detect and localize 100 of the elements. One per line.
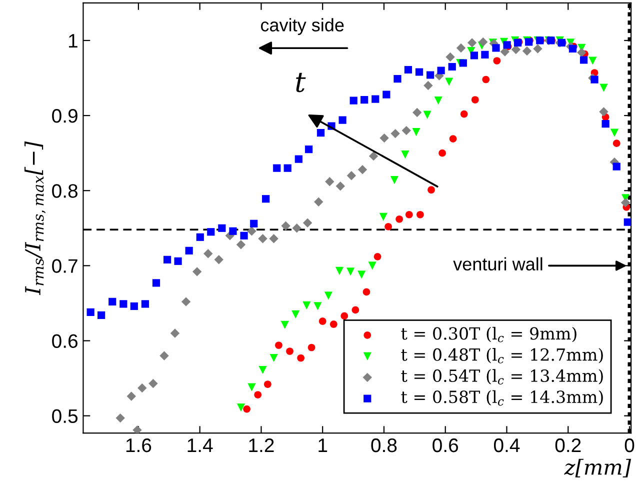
point	[448, 62, 456, 71]
point	[132, 425, 142, 434]
point	[120, 300, 128, 308]
point	[240, 232, 248, 240]
x-tick-label: 1.4	[188, 438, 213, 452]
legend-label: t = 0.54T (l$_{c}$ = 13.4mm)	[401, 369, 603, 385]
point	[428, 186, 435, 194]
point	[368, 262, 376, 270]
point	[302, 218, 312, 228]
point	[318, 318, 326, 325]
y-axis-title: I$_{rms}$/I$_{rms,max}$[−]	[24, 141, 46, 296]
point	[437, 66, 445, 74]
point	[262, 195, 270, 203]
point	[204, 249, 213, 258]
point	[86, 308, 94, 316]
point	[533, 44, 542, 54]
point	[368, 151, 378, 161]
point	[214, 255, 224, 264]
point	[449, 135, 457, 142]
point	[243, 405, 250, 413]
point	[492, 44, 500, 52]
point	[275, 342, 282, 349]
point	[481, 50, 489, 59]
x-axis-title: z[mm]	[564, 458, 632, 478]
point	[470, 52, 478, 60]
point	[126, 392, 136, 401]
y-tick-label: 0.8	[52, 184, 78, 198]
point	[346, 268, 355, 276]
legend-label: t = 0.58T (l$_{c}$ = 14.3mm)	[401, 390, 603, 406]
point	[314, 197, 324, 206]
point	[294, 155, 302, 163]
point	[284, 164, 292, 172]
point	[207, 228, 215, 236]
point	[181, 297, 191, 306]
point	[358, 270, 366, 279]
point	[415, 68, 424, 76]
point	[229, 227, 237, 235]
point	[390, 128, 400, 138]
point	[218, 224, 226, 232]
point	[336, 181, 345, 191]
point	[270, 354, 278, 362]
point	[590, 76, 598, 84]
point	[434, 96, 442, 105]
point	[314, 302, 322, 310]
x-tick-label: 0.6	[432, 438, 458, 452]
point	[612, 140, 620, 147]
point	[600, 84, 608, 92]
point	[130, 302, 138, 310]
point	[580, 56, 588, 64]
point	[396, 215, 403, 223]
point	[456, 43, 466, 53]
point	[416, 210, 424, 218]
point	[254, 391, 262, 398]
point	[412, 108, 422, 118]
x-tick-label: 1.2	[249, 438, 274, 452]
point	[405, 210, 413, 218]
point	[446, 52, 455, 62]
point	[174, 257, 182, 265]
point	[599, 107, 608, 116]
point	[281, 221, 290, 230]
point	[352, 306, 360, 314]
point	[423, 110, 432, 119]
point	[148, 378, 158, 388]
point	[258, 234, 268, 244]
point	[280, 320, 289, 330]
point	[308, 344, 316, 352]
x-tick-label: 0	[624, 438, 634, 452]
point	[401, 150, 410, 159]
point	[170, 328, 180, 338]
point	[108, 298, 116, 306]
point	[286, 348, 294, 355]
point	[588, 56, 597, 65]
point	[384, 222, 392, 230]
point	[610, 128, 619, 137]
annotation: cavity side	[260, 18, 344, 36]
point	[382, 90, 390, 98]
point	[264, 380, 272, 388]
y-tick-label: 0.6	[52, 334, 78, 348]
point	[236, 240, 246, 250]
point	[394, 74, 402, 83]
point	[141, 300, 149, 308]
point	[250, 220, 258, 228]
point	[602, 120, 610, 128]
point	[292, 224, 302, 233]
point	[196, 233, 204, 241]
point	[273, 164, 281, 172]
point	[358, 164, 368, 174]
legend-label: t = 0.30T (l$_{c}$ = 9mm)	[401, 326, 576, 342]
point	[160, 351, 169, 360]
y-tick-label: 0.5	[52, 409, 78, 424]
point	[325, 176, 334, 186]
point	[248, 383, 256, 392]
point	[316, 129, 325, 137]
point	[412, 128, 420, 136]
point	[302, 301, 311, 310]
point	[426, 71, 434, 79]
x-tick-label: 0.4	[494, 438, 520, 452]
point	[116, 413, 125, 423]
point	[372, 95, 380, 103]
point	[338, 116, 346, 124]
